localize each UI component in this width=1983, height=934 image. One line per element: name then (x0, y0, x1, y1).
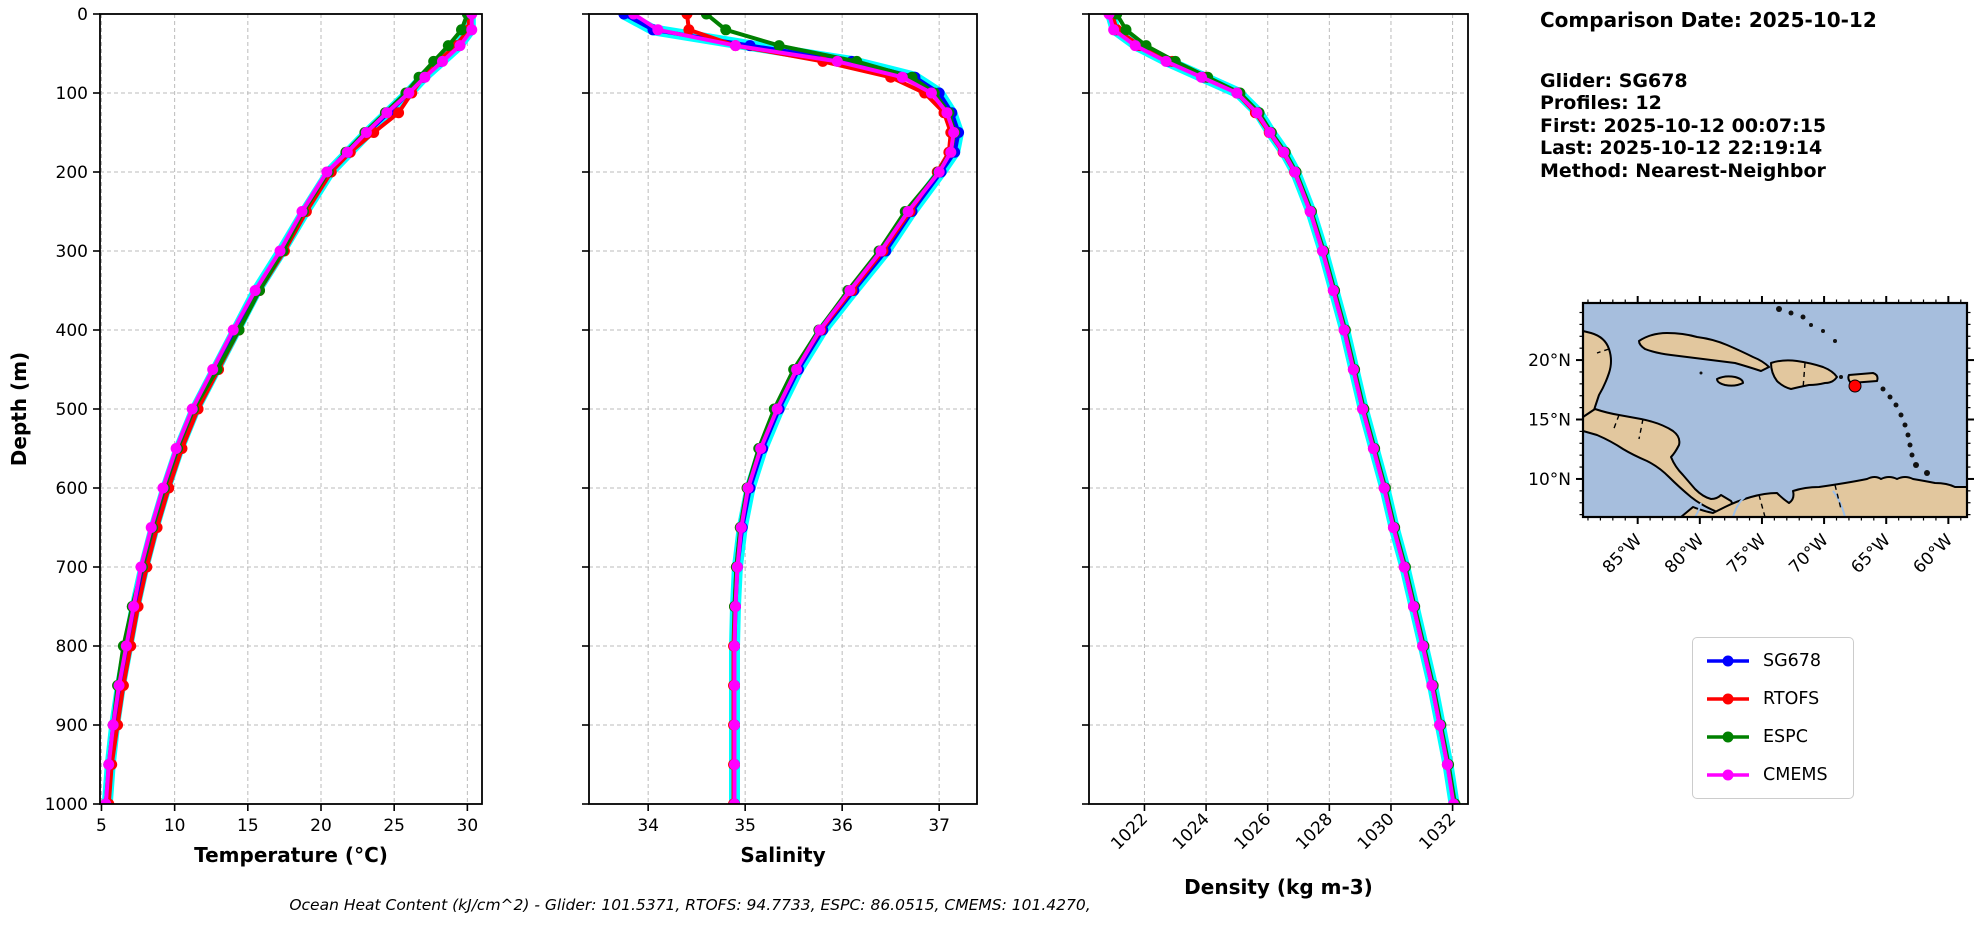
x-tick-label: 1030 (1354, 809, 1399, 854)
profiles-text: Profiles: 12 (1540, 92, 1662, 115)
x-tick-label: 25 (383, 816, 405, 836)
x-tick-label: 15 (237, 816, 259, 836)
map-lon-label: 65°W (1847, 530, 1894, 577)
x-tick-label: 10 (164, 816, 186, 836)
series-cmems (628, 14, 960, 804)
x-tick-label: 1032 (1415, 809, 1460, 854)
legend-line-sample (1707, 769, 1749, 781)
series-cmems (100, 14, 478, 804)
x-tick-label: 1022 (1107, 809, 1152, 854)
glider-text: Glider: SG678 (1540, 70, 1688, 92)
map-frame (1581, 301, 1969, 519)
legend-label: CMEMS (1763, 765, 1828, 785)
y-tick-label: 600 (56, 479, 88, 499)
plot-density: 1022 1024 1026 1028 1030 1032 Density (kg m-3) (1082, 13, 1469, 899)
small-islands (1699, 306, 1930, 476)
x-tick-label: 1028 (1292, 809, 1337, 854)
y-tick-label: 0 (77, 5, 88, 25)
country-borders (1596, 348, 1842, 518)
last-text: Last: 2025-10-12 22:19:14 (1540, 137, 1823, 160)
map-lon-label: 80°W (1661, 530, 1708, 577)
legend-label: SG678 (1763, 651, 1822, 671)
y-tick-label: 200 (56, 163, 88, 183)
legend-line-sample (1707, 655, 1749, 667)
x-tick-label: 30 (457, 816, 479, 836)
y-tick-label: 300 (56, 242, 88, 262)
map-body: 20°N 15°N 10°N 85°W 80°W 75°W 70°W 65°W 60°W (1528, 296, 1974, 578)
method-text: Method: Nearest-Neighbor (1540, 159, 1826, 182)
map-lat-label: 15°N (1528, 411, 1571, 431)
y-tick-label: 500 (56, 400, 88, 420)
comparison-date-text: Comparison Date: 2025-10-12 (1540, 8, 1877, 32)
x-tick-label: 35 (734, 816, 756, 836)
y-tick-label: 700 (56, 558, 88, 578)
caribbean-map: 20°N 15°N 10°N 85°W 80°W 75°W 70°W 65°W 60°W (1528, 296, 1974, 578)
land-areas (1582, 330, 1968, 518)
legend: SG678 RTOFS ESPC CMEMS (1692, 637, 1854, 799)
x-tick-label: 37 (928, 816, 950, 836)
y-tick-label: 400 (56, 321, 88, 341)
map-lon-label: 60°W (1910, 530, 1957, 577)
x-tick-label: 36 (831, 816, 853, 836)
plot-temperature: 5 10 15 20 25 3001002003004005006007008009001… (45, 5, 483, 867)
x-tick-label: 1026 (1231, 809, 1276, 854)
map-lat-label: 10°N (1528, 470, 1571, 490)
series-cmems (1103, 14, 1460, 804)
gridlines (1089, 14, 1468, 804)
y-tick-label: 800 (56, 637, 88, 657)
map-lon-label: 85°W (1599, 530, 1646, 577)
legend-line-sample (1707, 731, 1749, 743)
y-axis-label: Depth (m) (7, 352, 31, 466)
info-block: Comparison Date: 2025-10-12 Glider: SG67… (1540, 8, 1970, 182)
y-tick-label: 1000 (45, 795, 88, 815)
map-lon-label: 70°W (1785, 530, 1832, 577)
x-tick-label: 1024 (1169, 809, 1214, 854)
legend-item-espc: ESPC (1693, 720, 1853, 754)
x-axis-label-salinity: Salinity (740, 843, 825, 867)
glider-location-marker (1848, 379, 1862, 393)
gridlines (100, 14, 482, 804)
legend-line-sample (1707, 693, 1749, 705)
y-tick-label: 900 (56, 716, 88, 736)
plot-salinity: 34 35 36 37 Salinity (582, 13, 978, 867)
legend-label: ESPC (1763, 727, 1808, 747)
legend-item-rtofs: RTOFS (1693, 682, 1853, 716)
y-tick-label: 100 (56, 84, 88, 104)
first-text: First: 2025-10-12 00:07:15 (1540, 114, 1827, 137)
legend-item-sg678: SG678 (1693, 644, 1853, 678)
map-lon-label: 75°W (1723, 530, 1770, 577)
map-lat-label: 20°N (1528, 351, 1571, 371)
x-axis-label-temperature: Temperature (°C) (194, 843, 388, 867)
map-ticks (1576, 296, 1974, 524)
profile-plots: 5 10 15 20 25 3001002003004005006007008009001… (7, 5, 1469, 899)
gridlines (589, 14, 977, 804)
legend-label: RTOFS (1763, 689, 1820, 709)
legend-item-cmems: CMEMS (1693, 758, 1853, 792)
ohc-caption: Ocean Heat Content (kJ/cm^2) - Glider: 1… (289, 896, 1091, 914)
x-axis-label-density: Density (kg m-3) (1184, 875, 1373, 899)
x-tick-label: 20 (310, 816, 332, 836)
x-tick-label: 34 (637, 816, 659, 836)
x-tick-label: 5 (96, 816, 107, 836)
